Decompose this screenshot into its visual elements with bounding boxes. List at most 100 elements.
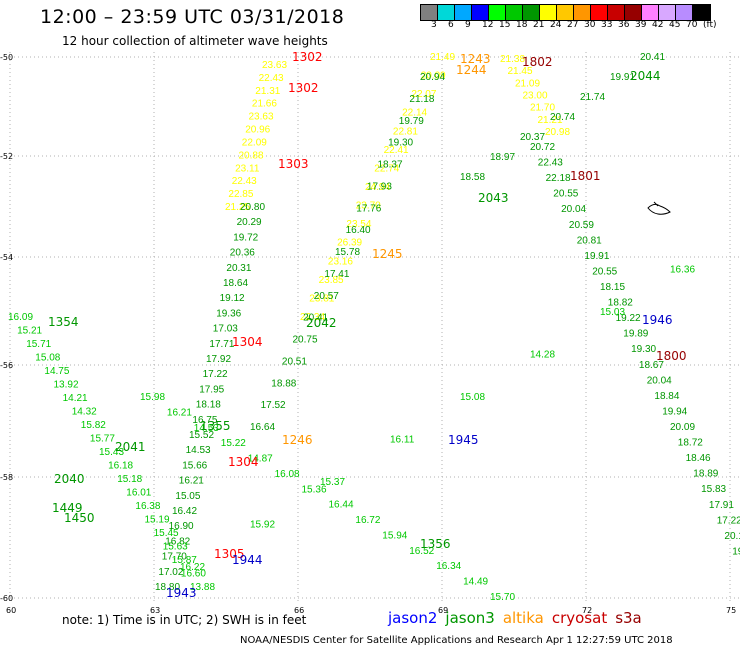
lat-label: -50 [0, 53, 13, 62]
swh-value: 20.13 [724, 531, 740, 542]
swh-value: 14.32 [72, 407, 97, 418]
pass-time-label: 1802 [522, 55, 553, 69]
colorbar-swatch [676, 5, 693, 20]
colorbar-swatch [455, 5, 472, 20]
swh-value: 15.19 [145, 515, 170, 526]
legend-s3a: s3a [615, 609, 642, 627]
swh-value: 13.88 [190, 582, 215, 593]
colorbar-label: 36 [618, 20, 630, 30]
swh-value: 23.00 [523, 91, 548, 102]
swh-value: 20.41 [303, 313, 328, 324]
colorbar [420, 4, 711, 21]
colorbar-swatch [591, 5, 608, 20]
pass-time-label: 1355 [200, 419, 231, 433]
swh-value: 14.28 [530, 350, 555, 361]
colorbar-label: 27 [567, 20, 579, 30]
swh-value: 17.41 [324, 269, 349, 280]
pass-time-label: 2042 [306, 316, 337, 330]
swh-value: 20.04 [647, 375, 672, 386]
pass-time-label: 1354 [48, 315, 79, 329]
swh-value: 14.53 [186, 445, 211, 456]
swh-value: 17.70 [162, 552, 187, 563]
lat-label: -54 [0, 253, 13, 262]
swh-value: 20.04 [561, 204, 586, 215]
swh-value: 15.87 [172, 555, 197, 566]
swh-value: 15.36 [302, 484, 327, 495]
map-grid [9, 52, 740, 602]
swh-value: 18.58 [460, 172, 485, 183]
swh-value: 16.01 [126, 488, 151, 499]
swh-value: 19.94 [662, 406, 687, 417]
swh-value: 15.78 [335, 247, 360, 258]
swh-value: 16.21 [179, 476, 204, 487]
swh-value: 15.82 [81, 420, 106, 431]
swh-value: 24.94 [365, 182, 390, 193]
swh-value: 20.59 [569, 220, 594, 231]
swh-value: 20.36 [230, 248, 255, 259]
swh-value: 19.12 [220, 293, 245, 304]
swh-value: 21.25 [225, 202, 250, 213]
satellite-legend: jason2 jason3 altika cryosat s3a [388, 609, 650, 627]
swh-value: 17.22 [203, 369, 228, 380]
pass-time-label: 2040 [54, 472, 85, 486]
swh-value: 15.08 [35, 353, 60, 364]
swh-value: 16.64 [250, 422, 275, 433]
swh-value: 22.85 [228, 189, 253, 200]
swh-value: 20.75 [293, 335, 318, 346]
swh-value: 21.09 [515, 78, 540, 89]
swh-value: 22.43 [538, 158, 563, 169]
swh-value: 14.49 [463, 577, 488, 588]
swh-value: 19.47 [732, 546, 740, 557]
pass-time-label: 1946 [642, 313, 673, 327]
page-subtitle: 12 hour collection of altimeter wave hei… [62, 34, 328, 48]
pass-time-label: 1244 [456, 63, 487, 77]
swh-value: 19.30 [388, 138, 413, 149]
swh-value: 20.09 [421, 71, 446, 82]
swh-value: 15.98 [140, 392, 165, 403]
swh-value: 21.21 [538, 115, 563, 126]
swh-value: 16.18 [108, 461, 133, 472]
swh-value: 22.81 [393, 126, 418, 137]
colorbar-label: 39 [635, 20, 647, 30]
colorbar-label: 18 [516, 20, 528, 30]
swh-value: 16.60 [181, 569, 206, 580]
swh-value: 15.08 [460, 392, 485, 403]
colorbar-swatch [506, 5, 523, 20]
pass-time-label: 1304 [228, 455, 259, 469]
swh-value: 14.21 [63, 393, 88, 404]
swh-value: 18.46 [686, 453, 711, 464]
lon-label: 72 [582, 606, 592, 615]
swh-value: 15.63 [163, 542, 188, 553]
colorbar-label: 33 [601, 20, 613, 30]
swh-value: 17.93 [367, 181, 392, 192]
swh-value: 20.88 [239, 150, 264, 161]
lon-label: 66 [294, 606, 304, 615]
colorbar-swatch [557, 5, 574, 20]
swh-value: 18.82 [608, 298, 633, 309]
colorbar-label: 42 [652, 20, 664, 30]
swh-value: 22.14 [402, 108, 427, 119]
lat-label: -52 [0, 152, 13, 161]
lon-label: 69 [438, 606, 448, 615]
swh-value: 15.52 [189, 430, 214, 441]
swh-value: 18.15 [600, 282, 625, 293]
swh-value: 20.72 [530, 142, 555, 153]
swh-value: 20.74 [550, 112, 575, 123]
swh-value: 20.81 [577, 235, 602, 246]
colorbar-swatch [693, 5, 710, 20]
colorbar-swatch [574, 5, 591, 20]
swh-value: 22.18 [546, 173, 571, 184]
swh-value: 15.22 [221, 438, 246, 449]
swh-value: 18.67 [639, 360, 664, 371]
lat-label: -58 [0, 473, 13, 482]
swh-value: 23.54 [346, 219, 371, 230]
swh-value: 23.70 [356, 201, 381, 212]
pass-time-label: 1243 [460, 52, 491, 66]
swh-value: 19.22 [616, 313, 641, 324]
swh-value: 20.55 [592, 266, 617, 277]
colorbar-label: 15 [499, 20, 511, 30]
swh-value: 16.72 [355, 515, 380, 526]
swh-value: 16.44 [329, 500, 354, 511]
pass-time-label: 1302 [288, 81, 319, 95]
swh-value: 18.64 [223, 278, 248, 289]
